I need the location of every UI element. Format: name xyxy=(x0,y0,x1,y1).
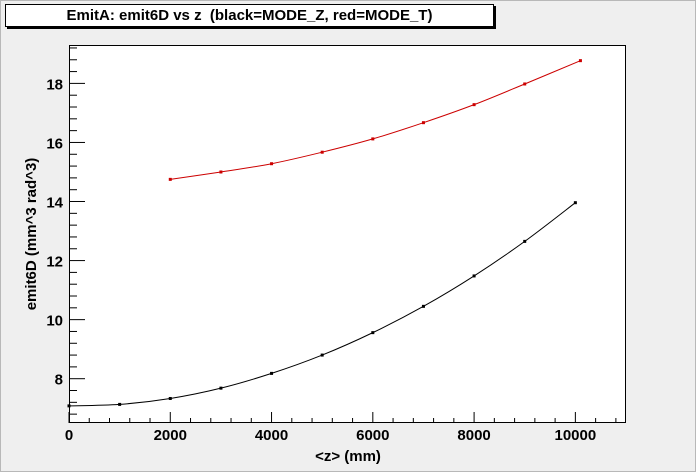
axes: 0 2000 4000 6000 8000 10000 8 10 12 14 16 18 xyxy=(46,47,617,444)
x-tick-label: 2000 xyxy=(154,427,187,444)
data-point xyxy=(371,331,375,335)
x-axis-label: <z> (mm) xyxy=(315,448,381,465)
x-tick-label: 10000 xyxy=(555,427,597,444)
y-tick-label: 18 xyxy=(46,76,63,93)
y-tick-label: 8 xyxy=(55,372,63,389)
chart-title: EmitA: emit6D vs z (black=MODE_Z, red=MO… xyxy=(66,7,433,24)
chart-title-box: EmitA: emit6D vs z (black=MODE_Z, red=MO… xyxy=(5,4,494,27)
data-point xyxy=(219,386,223,390)
y-tick-label: 16 xyxy=(46,135,63,152)
series-layer xyxy=(67,59,582,408)
data-point xyxy=(168,396,172,400)
data-point xyxy=(523,239,527,243)
data-point xyxy=(573,201,577,205)
series-line-0 xyxy=(68,202,576,407)
data-point xyxy=(320,150,324,154)
data-point xyxy=(118,402,122,406)
data-point xyxy=(421,121,425,125)
data-point xyxy=(421,304,425,308)
y-tick-label: 12 xyxy=(46,254,63,271)
data-point xyxy=(320,353,324,357)
series-line-1 xyxy=(170,60,581,180)
x-tick-label: 4000 xyxy=(255,427,288,444)
data-point xyxy=(371,137,375,141)
data-point xyxy=(472,103,476,107)
x-tick-label: 0 xyxy=(65,427,73,444)
x-tick-label: 6000 xyxy=(356,427,389,444)
data-point xyxy=(219,170,223,174)
data-point xyxy=(168,177,172,181)
plot-area xyxy=(69,45,626,423)
data-point xyxy=(270,371,274,375)
data-point xyxy=(67,404,71,408)
y-tick-label: 14 xyxy=(46,195,63,212)
data-point xyxy=(578,59,582,63)
x-tick-label: 8000 xyxy=(457,427,490,444)
data-point xyxy=(472,274,476,278)
y-tick-label: 10 xyxy=(46,313,63,330)
data-point xyxy=(270,162,274,166)
y-axis-label: emit6D (mm^3 rad^3) xyxy=(23,158,40,311)
data-point xyxy=(523,82,527,86)
